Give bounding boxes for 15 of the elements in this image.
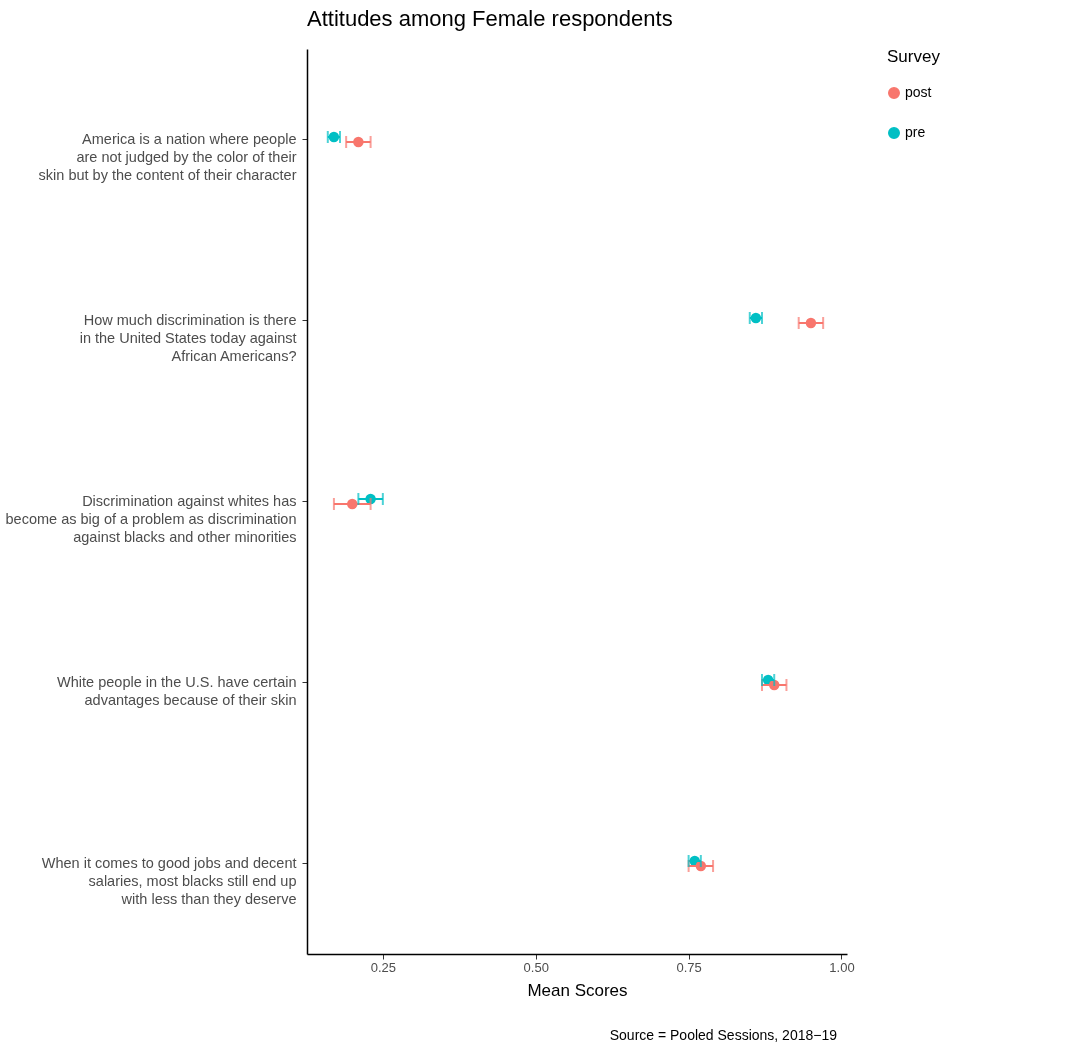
chart-title: Attitudes among Female respondents xyxy=(307,6,673,31)
y-tick-label: Discrimination against whites has become as big of a problem as discrimination against blacks and other minorities xyxy=(5,492,297,545)
y-tick-label: America is a nation where people are not judged by the color of their skin but by the content of their character xyxy=(38,130,297,183)
x-tick-label: 1.00 xyxy=(829,959,855,975)
legend-title: Survey xyxy=(887,47,941,66)
y-tick-label: How much discrimination is there in the United States today against African Americans? xyxy=(79,311,297,364)
source-note: Source = Pooled Sessions, 2018−19 xyxy=(609,1027,838,1043)
y-tick-label: White people in the U.S. have certain advantages because of their skin xyxy=(57,673,297,708)
x-tick-label: 0.25 xyxy=(370,959,396,975)
legend-label: pre xyxy=(905,124,926,140)
x-tick-label: 0.75 xyxy=(676,959,702,975)
x-tick-label: 0.50 xyxy=(523,959,549,975)
y-tick-label: When it comes to good jobs and decent salaries, most blacks still end up with less than they deserve xyxy=(41,854,297,907)
x-axis-title: Mean Scores xyxy=(527,980,628,1000)
legend-label: post xyxy=(905,84,932,100)
